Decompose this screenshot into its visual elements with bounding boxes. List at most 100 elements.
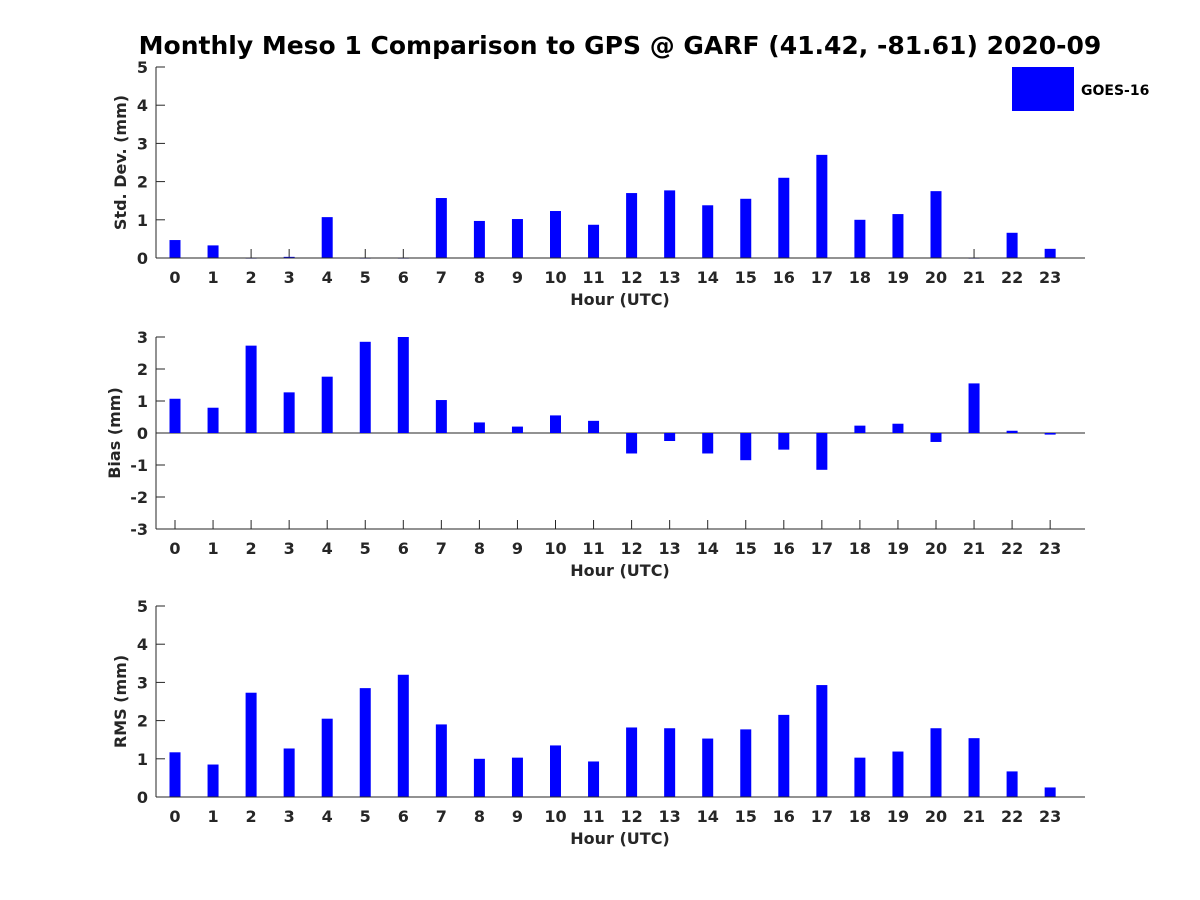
x-tick-label: 19	[887, 807, 909, 826]
bar	[359, 341, 371, 433]
rms-panel: 0 1 2 3 4 5 6 7 8 9 10 11 12 13 14 15 16 17 18 19 20 21 22 2301…	[111, 597, 1085, 848]
bar	[854, 757, 866, 797]
x-tick-label: 9	[512, 539, 523, 558]
bar	[816, 433, 828, 470]
bar	[740, 433, 752, 461]
x-tick-label: 2	[246, 268, 257, 287]
x-tick-label: 13	[659, 807, 681, 826]
x-tick-label: 6	[398, 539, 409, 558]
x-tick-label: 20	[925, 268, 947, 287]
x-tick-label: 7	[436, 807, 447, 826]
legend-label: GOES-16	[1081, 83, 1149, 99]
bar	[892, 423, 904, 433]
bar	[473, 220, 485, 258]
legend: GOES-16	[1012, 67, 1149, 111]
x-tick-label: 0	[169, 539, 180, 558]
y-tick-label: 5	[137, 597, 148, 616]
bar	[854, 425, 866, 433]
bar	[626, 433, 638, 454]
bar	[854, 219, 866, 258]
x-tick-label: 17	[811, 268, 833, 287]
bar	[626, 193, 638, 258]
bar	[550, 745, 561, 797]
bar	[321, 217, 333, 258]
figure-title: Monthly Meso 1 Comparison to GPS @ GARF …	[139, 31, 1102, 60]
bar	[283, 392, 295, 433]
x-axis-label: Hour (UTC)	[570, 561, 670, 580]
x-tick-label: 15	[735, 807, 757, 826]
x-tick-label: 10	[544, 268, 566, 287]
x-tick-label: 1	[207, 539, 218, 558]
bias-panel: 0 1 2 3 4 5 6 7 8 9 10 11 12 13 14 15 16 17 18 19 20 21 22 23-3…	[105, 328, 1085, 580]
x-tick-label: 11	[582, 807, 604, 826]
y-tick-label: -1	[130, 456, 148, 475]
x-tick-label: 4	[322, 268, 333, 287]
x-tick-label: 23	[1039, 807, 1061, 826]
x-tick-label: 11	[582, 268, 604, 287]
x-axis-label: Hour (UTC)	[570, 290, 670, 309]
bar	[892, 214, 904, 258]
x-tick-label: 14	[697, 539, 719, 558]
bar	[207, 245, 219, 258]
x-tick-label: 16	[773, 539, 795, 558]
x-tick-label: 21	[963, 539, 985, 558]
x-tick-label: 12	[620, 268, 642, 287]
x-tick-label: 0	[169, 268, 180, 287]
y-tick-label: 2	[137, 360, 148, 379]
x-tick-label: 8	[474, 539, 485, 558]
y-tick-label: -3	[130, 520, 148, 539]
x-tick-label: 14	[697, 268, 719, 287]
x-tick-label: 21	[963, 807, 985, 826]
bar	[473, 758, 485, 797]
x-tick-label: 22	[1001, 807, 1023, 826]
x-tick-label: 3	[284, 539, 295, 558]
x-tick-label: 15	[735, 268, 757, 287]
x-tick-label: 1	[207, 807, 218, 826]
std-dev-panel: 0 1 2 3 4 5 6 7 8 9 10 11 12 13 14 15 16 17 18 19 20 21 22 2301…	[111, 58, 1085, 309]
bar	[359, 688, 371, 797]
bar	[778, 177, 790, 258]
bar	[664, 728, 676, 797]
bar	[397, 674, 409, 797]
x-tick-label: 11	[582, 539, 604, 558]
x-tick-label: 16	[773, 268, 795, 287]
y-tick-label: 5	[137, 58, 148, 77]
bar	[626, 727, 638, 797]
x-tick-label: 9	[512, 807, 523, 826]
bar	[1044, 433, 1056, 435]
x-tick-label: 22	[1001, 539, 1023, 558]
bar	[511, 219, 523, 258]
x-tick-label: 13	[659, 539, 681, 558]
y-tick-label: 1	[137, 392, 148, 411]
x-tick-label: 5	[360, 268, 371, 287]
bar	[740, 198, 752, 258]
bar	[930, 191, 942, 258]
x-tick-label: 3	[284, 268, 295, 287]
y-tick-label: 1	[137, 750, 148, 769]
bar	[778, 714, 790, 797]
bar	[968, 383, 980, 433]
x-tick-label: 8	[474, 268, 485, 287]
bar	[778, 433, 790, 450]
x-tick-label: 23	[1039, 539, 1061, 558]
bar	[1006, 771, 1018, 797]
bar	[435, 724, 447, 797]
x-tick-label: 18	[849, 807, 871, 826]
legend-swatch	[1012, 67, 1074, 111]
x-tick-label: 8	[474, 807, 485, 826]
x-tick-label: 7	[436, 268, 447, 287]
x-tick-label: 13	[659, 268, 681, 287]
y-axis-label: Bias (mm)	[105, 387, 124, 479]
x-tick-label: 15	[735, 539, 757, 558]
x-tick-label: 0	[169, 807, 180, 826]
y-tick-label: 2	[137, 712, 148, 731]
bar	[1044, 787, 1056, 797]
x-tick-label: 3	[284, 807, 295, 826]
bar	[816, 154, 828, 258]
bar	[968, 738, 980, 797]
bar	[588, 224, 600, 258]
x-tick-label: 12	[620, 539, 642, 558]
bar	[207, 407, 219, 433]
y-tick-label: 0	[137, 788, 148, 807]
bar	[588, 761, 600, 797]
